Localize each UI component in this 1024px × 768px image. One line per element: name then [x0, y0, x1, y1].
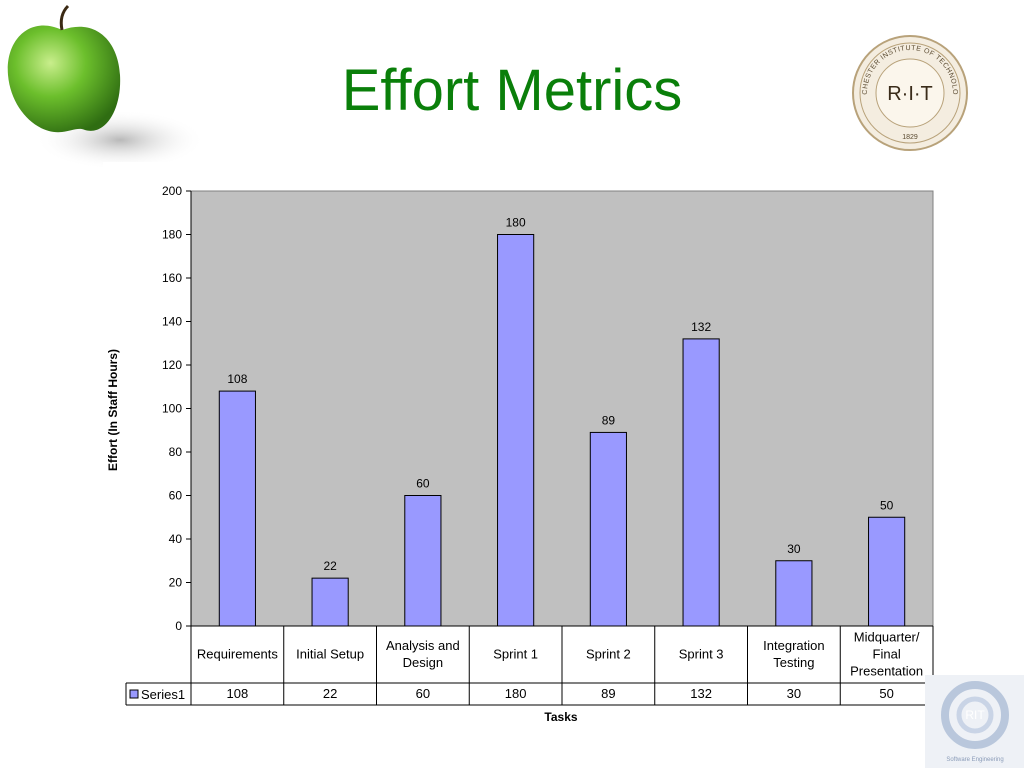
- effort-bar-chart: 0 20 40 60 80 100 120 140 160 180 200 108 22 60 180 89…: [103, 162, 943, 732]
- y-axis: 0 20 40 60 80 100 120 140 160 180 200: [162, 184, 192, 633]
- y-tick-label: 100: [162, 402, 182, 416]
- y-tick-label: 0: [175, 619, 182, 633]
- legend-swatch: [129, 689, 139, 699]
- plot-area: [190, 190, 934, 627]
- table-value-cell: 108: [227, 686, 249, 701]
- se-logo-text: Software Engineering: [946, 757, 1003, 763]
- table-value-cell: 22: [323, 686, 337, 701]
- category-label: Sprint 1: [493, 647, 538, 662]
- category-label: Integration Testing: [763, 638, 824, 670]
- apple-image: [7, 4, 200, 170]
- y-tick-label: 20: [169, 576, 183, 590]
- seal-mark: R·I·T: [887, 83, 933, 105]
- plot-background: [190, 190, 934, 627]
- table-value-cell: 89: [601, 686, 615, 701]
- table-value-cell: 60: [416, 686, 430, 701]
- bar-data-label: 50: [880, 498, 894, 512]
- bar: [868, 516, 906, 627]
- bar-data-label: 30: [787, 542, 801, 556]
- y-tick-label: 40: [169, 532, 183, 546]
- bar: [682, 338, 720, 627]
- category-label: Midquarter/Final Presentation: [850, 630, 923, 679]
- category-label: Sprint 2: [586, 647, 631, 662]
- y-tick-label: 120: [162, 358, 182, 372]
- bar-data-label: 89: [602, 413, 616, 427]
- bar-data-label: 22: [323, 559, 337, 573]
- bar: [497, 234, 535, 627]
- data-table: Series1 Requirements Initial Setup Analysis…: [125, 625, 934, 706]
- bar-data-label: 60: [416, 477, 430, 491]
- se-logo-mark: RIT: [965, 708, 985, 722]
- bar: [589, 431, 627, 627]
- x-axis-title: Tasks: [544, 710, 578, 724]
- category-label: Requirements: [197, 647, 278, 662]
- bar-data-label: 108: [227, 372, 247, 386]
- y-tick-label: 180: [162, 228, 182, 242]
- category-label: Sprint 3: [679, 647, 724, 662]
- bar: [218, 390, 256, 627]
- legend-series-name: Series1: [141, 687, 185, 702]
- category-label: Analysis and Design: [386, 638, 460, 670]
- bar: [311, 577, 349, 627]
- table-value-cell: 30: [787, 686, 801, 701]
- table-value-cell: 132: [690, 686, 712, 701]
- y-tick-label: 160: [162, 271, 182, 285]
- y-tick-label: 80: [169, 445, 183, 459]
- seal-year: 1829: [902, 134, 918, 141]
- bar: [404, 495, 442, 627]
- y-tick-label: 200: [162, 184, 182, 198]
- y-tick-label: 140: [162, 315, 182, 329]
- bar-data-label: 180: [506, 216, 526, 230]
- category-label: Initial Setup: [296, 647, 364, 662]
- slide-title: Effort Metrics: [341, 58, 683, 123]
- y-tick-label: 60: [169, 489, 183, 503]
- table-value-cell: 180: [505, 686, 527, 701]
- bar-series: 108 22 60 180 89 132 30 50: [218, 216, 906, 627]
- table-value-cell: 50: [879, 686, 893, 701]
- bar-data-label: 132: [691, 320, 711, 334]
- software-engineering-logo: RIT Software Engineering: [925, 675, 1024, 768]
- bar: [775, 560, 813, 627]
- y-axis-title: Effort (In Staff Hours): [106, 349, 120, 471]
- rit-seal-logo: ROCHESTER INSTITUTE OF TECHNOLOGY R·I·T …: [850, 33, 968, 151]
